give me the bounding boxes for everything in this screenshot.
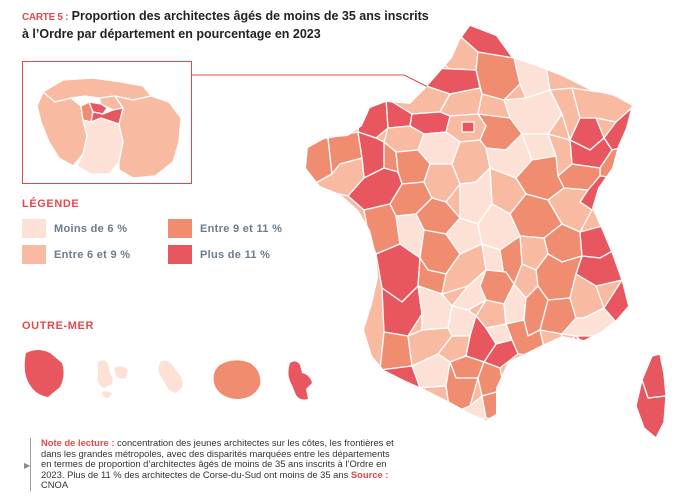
legend-label: Moins de 6 % <box>54 222 128 235</box>
france-choropleth-map <box>306 26 667 440</box>
source-text: CNOA <box>41 479 69 491</box>
dept-95 <box>42 77 152 103</box>
legend-item-more-11: Plus de 11 % <box>168 245 270 264</box>
title-line-2: à l’Ordre par département en pourcentage… <box>22 27 321 41</box>
dept-paris <box>461 121 475 133</box>
dept-75 <box>88 101 108 115</box>
dept-hautes-pyrenees <box>407 385 451 415</box>
legend-label: Entre 6 et 9 % <box>54 248 131 261</box>
dept-pyrenees-atlantiques <box>375 365 421 399</box>
departments <box>306 26 632 420</box>
map-number: CARTE 5 : <box>22 12 69 23</box>
legend-label: Plus de 11 % <box>200 248 271 261</box>
reading-note: Note de lecture : concentration des jeun… <box>30 437 401 491</box>
legend-swatch <box>22 219 46 238</box>
dept-94 <box>90 107 124 125</box>
guyane-map <box>24 350 64 397</box>
legend-swatch <box>168 245 192 264</box>
source-label: Source : <box>350 468 389 480</box>
map-title: CARTE 5 : Proportion des architectes âgé… <box>22 8 442 43</box>
dept-77 <box>114 95 182 179</box>
legend-swatch <box>22 245 46 264</box>
title-line-1: Proportion des architectes âgés de moins… <box>68 9 429 23</box>
reunion-map <box>213 360 261 399</box>
legend-item-less-6: Moins de 6 % <box>22 219 127 238</box>
corsica <box>635 353 667 440</box>
legend-swatch <box>168 219 192 238</box>
legend-label: Entre 9 et 11 % <box>200 222 283 235</box>
outremer-title: OUTRE-MER <box>22 320 95 332</box>
dept-78 <box>36 91 88 167</box>
note-label: Note de lecture : <box>41 437 115 448</box>
martinique-map <box>158 360 183 393</box>
legend-item-6-9: Entre 6 et 9 % <box>22 245 130 264</box>
ile-de-france-map <box>36 77 182 179</box>
dept-pyrenees-orientales <box>481 389 505 420</box>
note-arrow-icon: ▶ <box>24 461 31 470</box>
ile-de-france-inset <box>22 61 192 184</box>
guadeloupe-map <box>97 360 128 398</box>
legend-title: LÉGENDE <box>22 198 80 210</box>
mayotte-map <box>288 361 312 400</box>
dept-manche <box>357 97 389 139</box>
dept-landes <box>379 331 413 371</box>
dept-calvados <box>385 97 413 129</box>
note-text: concentration des jeunes architectes sur… <box>41 437 394 480</box>
dept-corse-du-sud <box>635 377 667 440</box>
legend-item-9-11: Entre 9 et 11 % <box>168 219 282 238</box>
